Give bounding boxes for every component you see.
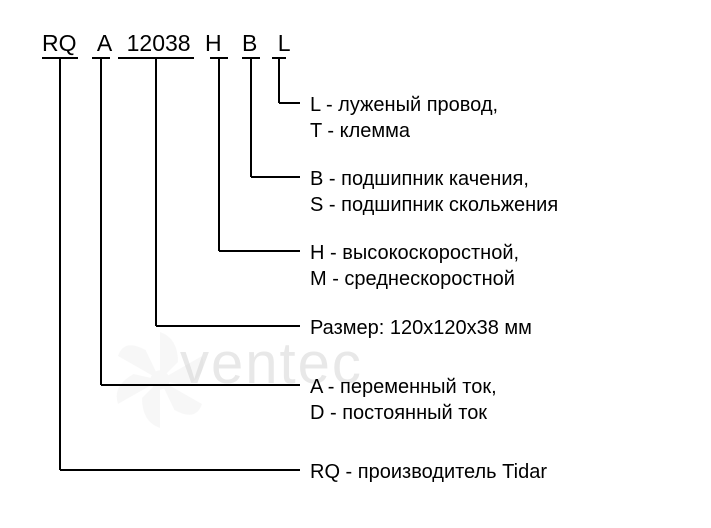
part-number-diagram: RQ A 12038 H B L L - луженый провод,T - … bbox=[0, 0, 711, 528]
connector-lines bbox=[0, 0, 711, 528]
